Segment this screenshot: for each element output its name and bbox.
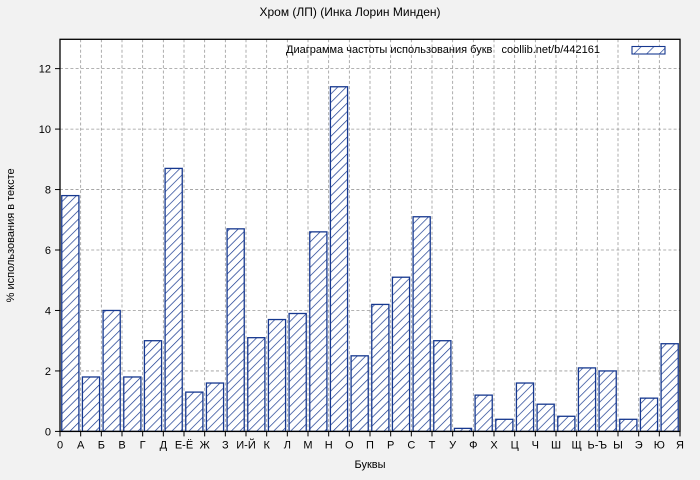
svg-text:Б: Б <box>98 439 105 451</box>
svg-text:Ц: Ц <box>511 439 519 451</box>
svg-text:Щ: Щ <box>572 439 582 451</box>
svg-text:У: У <box>449 439 457 451</box>
svg-text:8: 8 <box>45 185 51 197</box>
svg-text:Буквы: Буквы <box>354 459 385 471</box>
svg-text:А: А <box>77 439 85 451</box>
svg-text:0: 0 <box>57 439 63 451</box>
svg-text:Р: Р <box>387 439 394 451</box>
svg-text:З: З <box>222 439 229 451</box>
svg-text:12: 12 <box>39 64 51 76</box>
svg-text:0: 0 <box>45 426 51 438</box>
svg-text:Я: Я <box>676 439 684 451</box>
svg-text:Л: Л <box>284 439 291 451</box>
svg-text:П: П <box>366 439 374 451</box>
svg-text:2: 2 <box>45 366 51 378</box>
svg-text:Ч: Ч <box>532 439 539 451</box>
svg-text:Ф: Ф <box>469 439 477 451</box>
svg-text:10: 10 <box>39 124 51 136</box>
svg-text:Т: Т <box>429 439 436 451</box>
svg-text:Хром (ЛП) (Инка Лорин Минден): Хром (ЛП) (Инка Лорин Минден) <box>259 5 440 19</box>
svg-text:Х: Х <box>490 439 498 451</box>
svg-text:М: М <box>303 439 312 451</box>
svg-text:Э: Э <box>635 439 643 451</box>
svg-text:Диаграмма частоты использовани: Диаграмма частоты использования букв coo… <box>286 44 600 56</box>
svg-text:Г: Г <box>140 439 146 451</box>
svg-text:Ю: Ю <box>654 439 665 451</box>
svg-text:4: 4 <box>45 305 51 317</box>
svg-text:Ж: Ж <box>200 439 210 451</box>
svg-text:К: К <box>263 439 270 451</box>
svg-text:О: О <box>345 439 354 451</box>
svg-text:С: С <box>407 439 415 451</box>
svg-text:% использования в тексте: % использования в тексте <box>5 168 17 302</box>
svg-text:И-Й: И-Й <box>236 438 255 451</box>
svg-text:В: В <box>118 439 125 451</box>
svg-text:Ш: Ш <box>551 439 561 451</box>
svg-text:6: 6 <box>45 245 51 257</box>
svg-text:Е-Ё: Е-Ё <box>175 439 193 451</box>
svg-text:Д: Д <box>160 439 168 451</box>
svg-text:Ь-Ъ: Ь-Ъ <box>588 439 608 451</box>
svg-text:Ы: Ы <box>613 439 623 451</box>
svg-text:Н: Н <box>325 439 333 451</box>
